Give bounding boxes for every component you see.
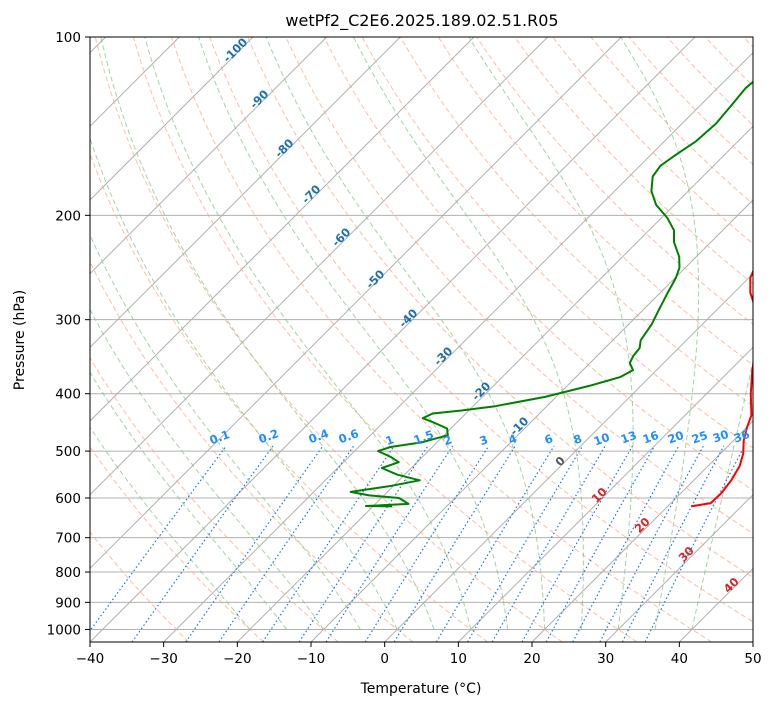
- temperature-profile: [690, 269, 753, 508]
- dry-adiabat: [437, 37, 753, 366]
- mixing-ratio-label: 0.1: [208, 427, 232, 447]
- mixing-ratio-line: [298, 445, 429, 642]
- isotherm-gridline: [90, 37, 622, 570]
- mixing-ratio-line: [521, 445, 634, 642]
- isotherm-gridline: [90, 37, 254, 201]
- moist-adiabat: [90, 136, 398, 630]
- dry-adiabat: [628, 37, 753, 166]
- moist-adiabat: [90, 308, 324, 630]
- background-lines: [90, 37, 753, 642]
- x-tick-label: −40: [76, 651, 105, 667]
- dry-adiabat: [90, 260, 414, 642]
- isotherm-gridline: [531, 420, 753, 642]
- isotherm-gridline: [90, 37, 549, 496]
- y-tick-label: 700: [55, 531, 81, 547]
- mixing-ratio-line: [393, 445, 516, 642]
- x-axis-title: Temperature (°C): [360, 681, 482, 697]
- mixing-ratio-line: [218, 445, 355, 642]
- mixing-ratio-line: [185, 445, 324, 642]
- y-tick-label: 800: [55, 565, 81, 581]
- x-tick-label: 30: [597, 651, 614, 667]
- y-tick-label: 200: [55, 208, 81, 224]
- mixing-ratio-label: 0.2: [257, 426, 281, 446]
- y-tick-label: 900: [55, 595, 81, 611]
- isotherm-gridline: [384, 272, 753, 642]
- y-tick-label: 500: [55, 444, 81, 460]
- mixing-ratio-label: 0.4: [307, 426, 331, 446]
- mixing-ratio-line: [466, 445, 584, 642]
- y-tick-label: 100: [55, 30, 81, 46]
- moist-adiabat: [198, 37, 509, 630]
- mixing-ratio-line: [644, 445, 746, 642]
- dry-adiabat: [90, 531, 190, 642]
- moist-adiabat: [691, 358, 753, 630]
- dry-adiabat: [514, 37, 753, 285]
- plot-frame: [89, 36, 754, 643]
- moist-adiabat: [468, 37, 634, 630]
- dry-adiabat: [323, 37, 753, 491]
- x-tick-label: 20: [523, 651, 540, 667]
- mixing-ratio-line: [545, 445, 656, 642]
- mixing-ratio-line: [621, 445, 725, 642]
- x-tick-label: 10: [450, 651, 467, 667]
- mixing-ratio-label: 1.5: [412, 427, 436, 447]
- x-tick-label: −10: [297, 651, 326, 667]
- isotherm-gridline: [90, 37, 696, 642]
- moist-adiabat: [265, 37, 546, 630]
- moist-adiabat: [353, 37, 584, 630]
- x-tick-label: −20: [223, 651, 252, 667]
- x-tick-label: −30: [149, 651, 178, 667]
- isotherm-gridline: [90, 37, 401, 349]
- mixing-ratio-label: 10: [592, 430, 612, 449]
- isotherm-gridline: [163, 51, 753, 642]
- moist-adiabat: [90, 233, 361, 630]
- isotherm-gridline: [605, 493, 753, 642]
- x-tick-label: 40: [671, 651, 688, 667]
- mixing-ratio-label: 36: [732, 427, 752, 446]
- y-axis-title: Pressure (hPa): [12, 290, 28, 390]
- x-tick-label: 0: [380, 651, 389, 667]
- mixing-ratio-line: [131, 445, 274, 642]
- mixing-ratio-label: 20: [666, 428, 686, 447]
- mixing-ratio-label: 16: [641, 428, 661, 447]
- y-tick-label: 400: [55, 387, 81, 403]
- mixing-ratio-line: [435, 445, 555, 642]
- isotherm-gridline: [457, 346, 753, 642]
- moist-adiabat: [100, 37, 435, 630]
- y-tick-label: 600: [55, 491, 81, 507]
- dry-adiabat: [90, 356, 339, 642]
- mixing-ratio-label: 25: [690, 428, 710, 447]
- profile-lines: [349, 80, 753, 508]
- dewpoint-profile: [349, 80, 753, 508]
- moist-adiabat: [620, 37, 700, 630]
- x-axis: −40 −30 −20 −10 0 10 20 30 40 50: [76, 642, 762, 667]
- chart-title: wetPf2_C2E6.2025.189.02.51.R05: [285, 11, 558, 31]
- isotherm-gridline: [90, 37, 475, 422]
- mixing-ratio-label: 13: [619, 428, 639, 447]
- y-tick-label: 300: [55, 313, 81, 329]
- dry-adiabat: [247, 37, 753, 578]
- dry-adiabat: [285, 37, 753, 535]
- mixing-ratio-line: [364, 445, 490, 642]
- plot-area: -100-90-80-70-60-50-40-30-20-10010203040…: [90, 37, 753, 642]
- dry-adiabat: [361, 37, 753, 449]
- y-axis: 100 200 300 400 500 600 700 800 900 1000: [47, 30, 90, 638]
- isotherm-gridline: [236, 125, 753, 642]
- x-tick-label: 50: [744, 651, 761, 667]
- dry-adiabat: [209, 37, 753, 623]
- mixing-ratio-label: 0.6: [337, 426, 361, 446]
- isotherm-gridline: [90, 37, 328, 275]
- dry-adiabat: [552, 37, 753, 245]
- mixing-ratio-line: [262, 445, 395, 642]
- mixing-ratio-line: [325, 445, 454, 642]
- dry-adiabat: [399, 37, 753, 407]
- dry-adiabat: [171, 37, 712, 642]
- dry-adiabat: [132, 37, 638, 642]
- mixing-ratio-label: 30: [711, 427, 731, 446]
- y-tick-label: 1000: [47, 622, 81, 638]
